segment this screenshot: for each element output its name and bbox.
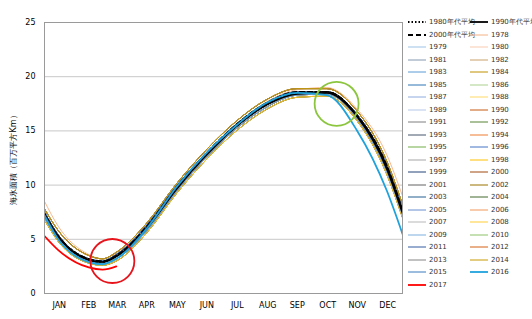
svg-text:10: 10 xyxy=(25,181,35,190)
svg-text:JUN: JUN xyxy=(199,301,214,310)
svg-text:SEP: SEP xyxy=(290,301,305,310)
html-text:1979: 1979 xyxy=(429,43,447,51)
html-text:2001: 2001 xyxy=(429,180,447,189)
html-text:1983: 1983 xyxy=(429,68,447,76)
svg-text:FEB: FEB xyxy=(81,301,96,310)
svg-text:15: 15 xyxy=(25,126,35,135)
html-text:1988: 1988 xyxy=(491,93,509,101)
svg-text:APR: APR xyxy=(139,301,155,310)
html-text:1980: 1980 xyxy=(491,43,509,51)
html-text:2015: 2015 xyxy=(429,268,447,276)
html-text:1999: 1999 xyxy=(429,168,447,176)
html-text:2002: 2002 xyxy=(491,180,509,189)
svg-text:MAY: MAY xyxy=(169,301,186,310)
html-text:2010: 2010 xyxy=(491,230,509,239)
html-text:2003: 2003 xyxy=(429,193,447,201)
svg-text:JAN: JAN xyxy=(51,301,66,310)
html-text:2016: 2016 xyxy=(491,268,509,276)
html-text:1985: 1985 xyxy=(429,80,447,89)
html-text:1987: 1987 xyxy=(429,93,447,101)
svg-text:海氷面積（百万平方Km）: 海氷面積（百万平方Km） xyxy=(9,111,18,204)
svg-text:0: 0 xyxy=(30,289,35,298)
html-text:1980年代平均: 1980年代平均 xyxy=(429,18,475,26)
html-text:2012: 2012 xyxy=(491,243,509,251)
html-text:1990: 1990 xyxy=(491,105,509,114)
html-text:1997: 1997 xyxy=(429,155,447,164)
html-text:1994: 1994 xyxy=(491,130,509,139)
html-text:1993: 1993 xyxy=(429,130,447,139)
svg-text:OCT: OCT xyxy=(319,301,336,310)
html-text:1982: 1982 xyxy=(491,55,509,64)
html-text:2014: 2014 xyxy=(491,255,509,264)
html-text:2004: 2004 xyxy=(491,193,509,201)
html-text:2009: 2009 xyxy=(429,230,447,239)
svg-text:25: 25 xyxy=(25,18,35,27)
html-text:1998: 1998 xyxy=(491,155,509,164)
html-text:1996: 1996 xyxy=(491,143,509,151)
html-text:1986: 1986 xyxy=(491,80,509,89)
svg-text:MAR: MAR xyxy=(108,301,126,310)
html-text:1984: 1984 xyxy=(491,68,509,76)
html-text:1981: 1981 xyxy=(429,55,447,64)
svg-text:20: 20 xyxy=(25,72,35,81)
html-text:2008: 2008 xyxy=(491,218,509,226)
html-text:1995: 1995 xyxy=(429,143,447,151)
html-text:1992: 1992 xyxy=(491,118,509,126)
svg-text:5: 5 xyxy=(30,235,35,244)
html-text:2000年代平均: 2000年代平均 xyxy=(429,30,475,39)
html-text:1991: 1991 xyxy=(429,118,447,126)
html-text:2007: 2007 xyxy=(429,218,447,226)
html-text:1989: 1989 xyxy=(429,105,447,114)
html-text:2005: 2005 xyxy=(429,205,447,214)
html-text:2013: 2013 xyxy=(429,255,447,264)
svg-text:JUL: JUL xyxy=(230,301,244,310)
html-text:2000: 2000 xyxy=(491,168,509,176)
svg-text:AUG: AUG xyxy=(259,301,277,310)
svg-text:NOV: NOV xyxy=(348,301,366,310)
html-text:2011: 2011 xyxy=(429,243,447,251)
html-text:2006: 2006 xyxy=(491,205,509,214)
svg-text:DEC: DEC xyxy=(379,301,396,310)
html-text:1978: 1978 xyxy=(491,30,509,39)
html-text:2017: 2017 xyxy=(429,280,447,289)
